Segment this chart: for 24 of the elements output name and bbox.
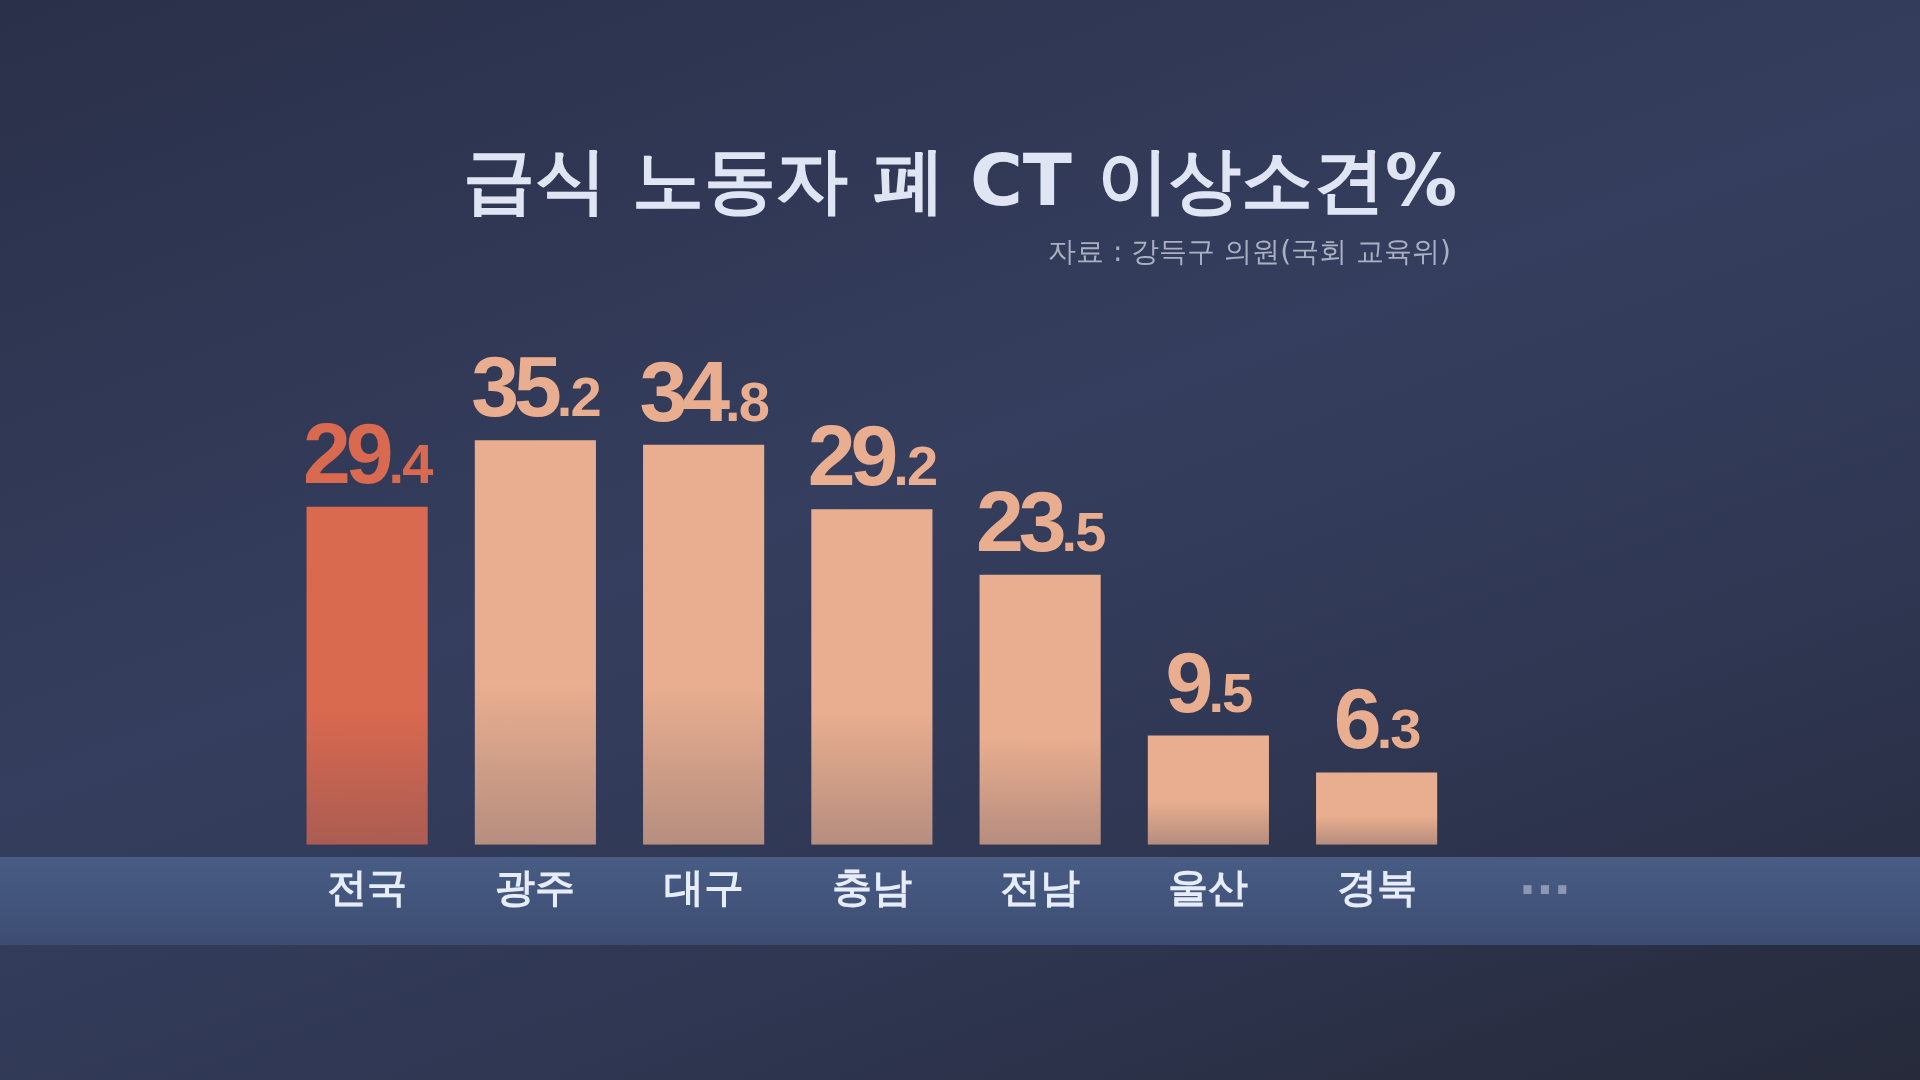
text: 자료 : 강득구 의원(국회 교육위) [1048,234,1451,270]
bar [643,444,765,845]
bar [979,574,1101,845]
bar [474,440,596,845]
data-label: 23.5 [975,472,1106,569]
x-tick-label: 전남 [1000,864,1081,911]
x-tick-label: 광주 [495,864,576,911]
data-label: 35.2 [471,338,600,435]
x-tick-label: 울산 [1168,864,1249,911]
x-tick-label: 전국 [327,864,408,911]
bar [1147,735,1269,845]
x-tick-label: 대구 [663,864,744,911]
data-label: 34.8 [639,342,769,439]
bar [306,506,428,845]
data-label: 29.4 [302,404,434,501]
data-label: 6.3 [1333,670,1421,767]
x-tick-label: ··· [1518,863,1572,918]
x-tick-label: 경북 [1336,864,1417,911]
data-label: 29.2 [807,407,937,504]
data-label: 9.5 [1165,633,1252,730]
bar [1316,772,1438,845]
bar [811,509,933,845]
x-tick-label: 충남 [831,864,912,911]
chart-title: 급식 노동자 폐 CT 이상소견% [461,137,1459,224]
